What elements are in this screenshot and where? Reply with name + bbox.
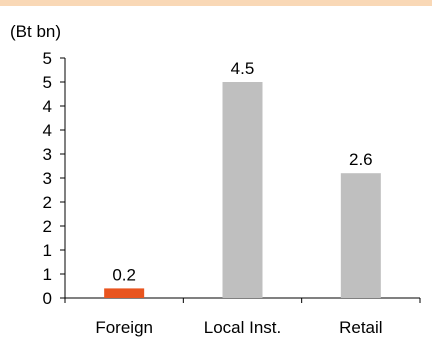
y-tick-label: 2 (43, 193, 52, 212)
data-label: 2.6 (349, 150, 373, 169)
y-tick-label: 1 (43, 265, 52, 284)
x-category-label: Local Inst. (204, 318, 282, 337)
bar-foreign (104, 288, 145, 298)
y-tick-label: 3 (43, 169, 52, 188)
x-category-label: Foreign (95, 318, 153, 337)
bar-retail (340, 173, 381, 298)
top-accent-band (0, 0, 432, 6)
x-axis: Foreign Local Inst. Retail (64, 297, 421, 337)
y-axis-unit-label: (Bt bn) (10, 22, 62, 41)
bar-local-inst (222, 82, 263, 298)
y-tick-label: 2 (43, 217, 52, 236)
y-axis: 0 1 1 2 2 3 3 4 4 5 5 (43, 49, 66, 308)
y-tick-label: 3 (43, 145, 52, 164)
data-labels: 0.2 4.5 2.6 (112, 59, 372, 284)
y-tick-label: 4 (43, 97, 52, 116)
y-tick-label: 4 (43, 121, 52, 140)
data-label: 4.5 (231, 59, 255, 78)
y-tick-label: 5 (43, 49, 52, 68)
x-category-label: Retail (339, 318, 382, 337)
y-tick-label: 1 (43, 241, 52, 260)
y-tick-label: 0 (43, 289, 52, 308)
y-tick-label: 5 (43, 73, 52, 92)
data-label: 0.2 (112, 265, 136, 284)
bars (104, 82, 381, 298)
